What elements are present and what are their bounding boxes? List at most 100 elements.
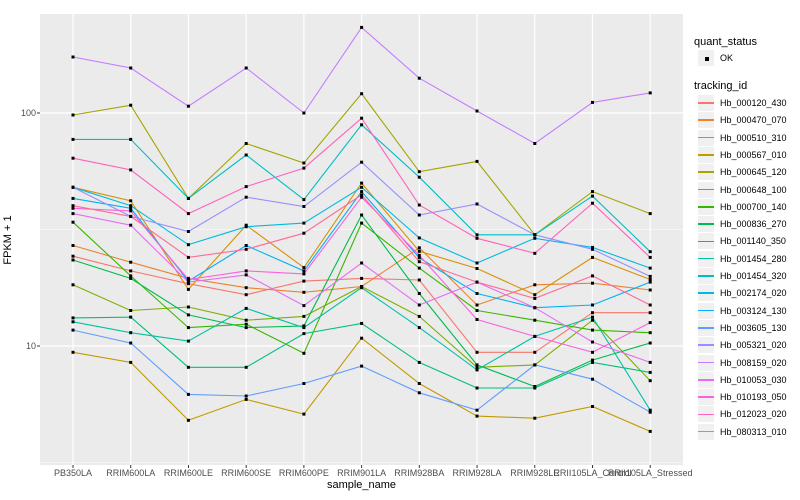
data-point — [302, 324, 306, 328]
x-tick-label: RRIM928BA — [394, 468, 445, 478]
data-point — [186, 243, 190, 247]
data-point — [360, 181, 364, 185]
data-point — [302, 111, 306, 115]
data-point — [475, 109, 479, 113]
x-tick-label: RRIM600LA — [106, 468, 156, 478]
data-point — [244, 66, 248, 70]
data-point — [417, 213, 421, 217]
legend-item-label: Hb_000120_430 — [720, 98, 787, 108]
data-point — [417, 170, 421, 174]
data-point — [302, 221, 306, 225]
data-point — [648, 331, 652, 335]
legend-item-label: OK — [720, 53, 734, 63]
data-point — [533, 233, 537, 237]
x-tick-label: RRIM928LE — [510, 468, 560, 478]
data-point — [302, 290, 306, 294]
data-point — [533, 318, 537, 322]
data-point — [302, 205, 306, 208]
data-point — [71, 283, 75, 287]
data-point — [186, 282, 190, 286]
data-point — [186, 196, 190, 200]
data-point — [648, 311, 652, 315]
legend-item-label: Hb_005321_020 — [720, 340, 787, 351]
data-point — [591, 315, 594, 319]
data-point — [360, 190, 364, 194]
data-point — [475, 261, 479, 265]
data-point — [129, 269, 133, 273]
series-color-key-icon — [698, 406, 714, 423]
data-point — [648, 429, 652, 433]
data-point — [533, 416, 537, 420]
series-color-key-icon — [698, 250, 714, 267]
data-point — [302, 314, 306, 318]
data-point — [129, 274, 133, 278]
legend-item-label: Hb_000645_120 — [720, 167, 787, 178]
data-point — [417, 292, 421, 295]
data-point — [533, 293, 537, 297]
data-point — [71, 328, 75, 332]
data-point — [591, 281, 594, 285]
data-point — [71, 212, 75, 216]
data-point — [244, 318, 248, 322]
data-point — [533, 251, 537, 255]
data-point — [244, 244, 248, 247]
series-color-key-icon — [698, 423, 714, 440]
data-point — [244, 225, 248, 229]
data-point — [244, 326, 248, 330]
data-point — [129, 204, 133, 208]
data-point — [360, 116, 364, 120]
data-point — [591, 358, 594, 362]
data-point — [475, 386, 479, 390]
data-point — [591, 100, 594, 104]
series-color-key-icon — [698, 198, 714, 215]
data-point — [244, 269, 248, 273]
data-point — [591, 274, 594, 278]
legend-item-label: Hb_001454_320 — [720, 271, 787, 281]
legend-item-label: Hb_002174_020 — [720, 288, 787, 299]
data-point — [648, 360, 652, 364]
legend-item-label: Hb_003124_130 — [720, 305, 787, 316]
data-point — [129, 331, 133, 335]
data-point — [475, 236, 479, 240]
series-color-key-icon — [698, 285, 714, 302]
data-point — [71, 196, 75, 200]
data-point — [591, 377, 594, 381]
y-tick-label: 10 — [25, 340, 36, 351]
data-point — [475, 233, 479, 237]
legend: quant_status OK tracking_id Hb_000120_43… — [694, 0, 800, 500]
data-point — [360, 92, 364, 96]
data-point — [129, 260, 133, 264]
data-point — [417, 391, 421, 395]
data-point — [302, 412, 306, 416]
data-point — [71, 244, 75, 247]
data-point — [417, 256, 421, 260]
legend-item-label: Hb_010053_030 — [720, 374, 787, 385]
data-point — [186, 305, 190, 309]
data-point — [71, 258, 75, 262]
data-point — [302, 304, 306, 308]
data-point — [71, 206, 75, 210]
data-point — [475, 159, 479, 163]
data-point — [302, 231, 306, 235]
x-tick-label: RRIM901LA — [337, 468, 387, 478]
data-point — [648, 250, 652, 254]
data-point — [648, 321, 652, 325]
data-point — [648, 91, 652, 95]
data-point — [302, 161, 306, 165]
data-point — [417, 382, 421, 385]
data-point — [591, 194, 594, 198]
data-point — [475, 363, 479, 367]
data-point — [244, 247, 248, 251]
data-point — [129, 315, 133, 319]
legend-item-label: Hb_000700_140 — [720, 201, 787, 212]
x-tick-label: PB350LA — [53, 468, 93, 478]
data-point — [186, 365, 190, 369]
legend-item-label: Hb_000836_270 — [720, 219, 787, 230]
legend-item-label: Hb_008159_020 — [720, 357, 787, 368]
data-point — [591, 318, 594, 322]
data-point — [648, 278, 652, 281]
data-point — [591, 201, 594, 205]
data-point — [417, 253, 421, 257]
ok-square-marker-icon — [698, 50, 714, 66]
